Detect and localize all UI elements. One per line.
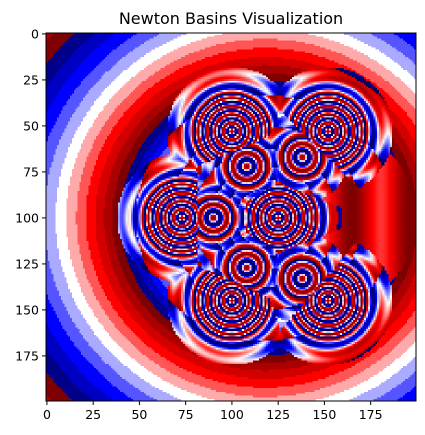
x-tick-label: 75 <box>178 407 194 422</box>
y-tick-label: 75 <box>23 164 39 179</box>
y-tick-label: 50 <box>23 118 39 133</box>
chart-title: Newton Basins Visualization <box>119 9 343 28</box>
x-tick-label: 50 <box>131 407 147 422</box>
y-tick-label: 0 <box>31 26 39 41</box>
y-tick-label: 125 <box>15 256 39 271</box>
y-tick-label: 100 <box>15 210 39 225</box>
x-tick-label: 100 <box>220 407 244 422</box>
x-tick-label: 150 <box>312 407 336 422</box>
y-axis: 0 25 50 75 100 125 150 175 <box>15 26 46 363</box>
y-tick-label: 150 <box>15 302 39 317</box>
plot-frame <box>45 32 417 402</box>
heatmap-image <box>46 33 416 401</box>
y-tick-label: 175 <box>15 348 39 363</box>
x-tick-label: 125 <box>266 407 290 422</box>
x-tick-label: 25 <box>85 407 101 422</box>
x-tick-label: 175 <box>359 407 383 422</box>
y-tick-label: 25 <box>23 72 39 87</box>
x-axis: 0 25 50 75 100 125 150 175 <box>43 401 383 422</box>
x-tick-label: 0 <box>43 407 51 422</box>
